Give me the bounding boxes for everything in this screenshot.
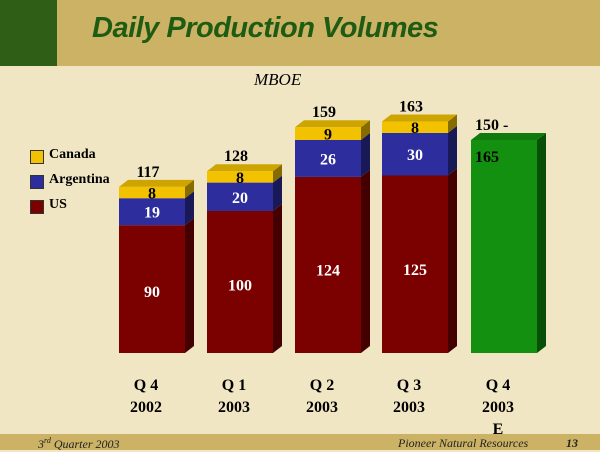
category-label-5-3: E bbox=[493, 421, 504, 438]
legend-swatch-canada bbox=[30, 150, 44, 164]
bar-4-us bbox=[382, 175, 448, 353]
category-label-4-1: Q 3 bbox=[397, 377, 421, 394]
value-label-1-us: 90 bbox=[144, 284, 160, 301]
footer-company: Pioneer Natural Resources bbox=[398, 436, 529, 450]
category-label-2-2: 2003 bbox=[218, 399, 250, 416]
total-label-3: 159 bbox=[312, 104, 336, 121]
bar-side-2-canada bbox=[273, 164, 282, 183]
value-label-3-argentina: 26 bbox=[320, 151, 336, 168]
legend-swatch-argentina bbox=[30, 175, 44, 189]
header-accent-block bbox=[0, 0, 57, 66]
bar-side-1-us bbox=[185, 218, 194, 353]
footer-quarter-number: 3 bbox=[38, 437, 44, 451]
total-label-1: 117 bbox=[136, 164, 159, 181]
bar-1-us bbox=[119, 225, 185, 353]
bar-top-4 bbox=[382, 114, 457, 122]
category-label-1-1: Q 4 bbox=[134, 377, 158, 394]
bar-4-canada bbox=[382, 121, 448, 133]
legend-swatch-us bbox=[30, 200, 44, 214]
bar-3-argentina bbox=[295, 140, 361, 177]
bar-5-estimate bbox=[471, 140, 537, 353]
value-label-1-argentina: 19 bbox=[144, 205, 160, 222]
page-title: Daily Production Volumes bbox=[92, 12, 439, 44]
footer-quarter: 3rd Quarter 2003 bbox=[38, 436, 120, 452]
value-label-4-argentina: 30 bbox=[407, 147, 423, 164]
bar-2-us bbox=[207, 211, 273, 353]
bar-top-5 bbox=[471, 133, 546, 140]
bar-side-4-us bbox=[448, 168, 457, 353]
legend-label-us: US bbox=[49, 197, 67, 212]
bar-side-4-argentina bbox=[448, 125, 457, 176]
total-label-line-1: 150 - bbox=[475, 117, 508, 134]
bar-side-5-estimate bbox=[537, 133, 546, 353]
bar-top-1 bbox=[119, 179, 194, 187]
footer-quarter-suffix: rd bbox=[44, 436, 51, 445]
bar-side-2-argentina bbox=[273, 175, 282, 211]
bar-1-argentina bbox=[119, 198, 185, 226]
total-label-4: 163 bbox=[399, 99, 423, 116]
category-label-3-1: Q 2 bbox=[310, 377, 334, 394]
category-label-5-1: Q 4 bbox=[486, 377, 510, 394]
value-label-4-us: 125 bbox=[403, 262, 427, 279]
category-label-5-2: 2003 bbox=[482, 399, 514, 416]
bar-side-1-canada bbox=[185, 179, 194, 199]
bar-2-canada bbox=[207, 171, 273, 183]
bar-side-3-us bbox=[361, 169, 370, 353]
category-label-4-2: 2003 bbox=[393, 399, 425, 416]
total-label-5: 150 - 165 bbox=[475, 117, 508, 166]
footer-bar: 3rd Quarter 2003 Pioneer Natural Resourc… bbox=[0, 434, 600, 452]
category-label-3-2: 2003 bbox=[306, 399, 338, 416]
bar-3-canada bbox=[295, 127, 361, 140]
bar-3-us bbox=[295, 176, 361, 353]
total-label-2: 128 bbox=[224, 148, 248, 165]
value-label-3-us: 124 bbox=[316, 263, 340, 280]
category-label-2-1: Q 1 bbox=[222, 377, 246, 394]
total-label-line-2: 165 bbox=[475, 149, 499, 166]
legend-label-canada: Canada bbox=[49, 147, 96, 162]
footer-page-number: 13 bbox=[566, 436, 578, 450]
category-label-1-2: 2002 bbox=[130, 399, 162, 416]
bar-side-2-us bbox=[273, 204, 282, 353]
bar-1-canada bbox=[119, 186, 185, 199]
header-bar bbox=[57, 0, 600, 66]
bar-side-3-argentina bbox=[361, 133, 370, 177]
bar-4-argentina bbox=[382, 132, 448, 176]
y-axis-unit-label: MBOE bbox=[254, 70, 302, 89]
value-label-4-canada: 8 bbox=[411, 120, 419, 137]
bar-side-3-canada bbox=[361, 120, 370, 140]
bar-top-2 bbox=[207, 164, 282, 172]
bar-side-1-argentina bbox=[185, 191, 194, 226]
bar-2-argentina bbox=[207, 182, 273, 211]
value-label-2-canada: 8 bbox=[236, 170, 244, 187]
header-band: Daily Production Volumes bbox=[0, 0, 600, 66]
bar-top-3 bbox=[295, 120, 370, 128]
bar-side-4-canada bbox=[448, 114, 457, 133]
value-label-2-us: 100 bbox=[228, 278, 252, 295]
value-label-1-canada: 8 bbox=[148, 186, 156, 203]
footer-quarter-text: Quarter 2003 bbox=[53, 437, 120, 451]
value-label-3-canada: 9 bbox=[324, 127, 332, 144]
value-label-2-argentina: 20 bbox=[232, 190, 248, 207]
legend-label-argentina: Argentina bbox=[49, 172, 110, 187]
